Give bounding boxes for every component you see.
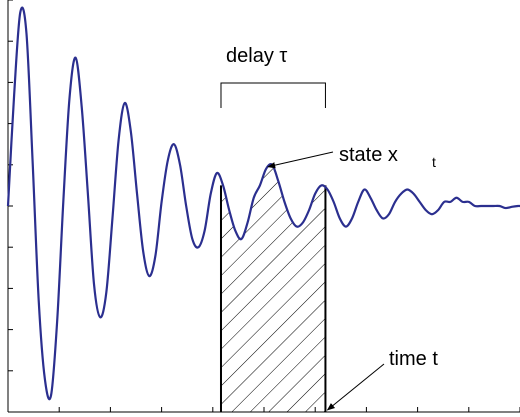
time-annotation: time t [326, 348, 438, 411]
bracket-line [220, 82, 326, 108]
delay-bracket [220, 82, 326, 108]
time-arrow [326, 363, 385, 411]
hatched-fill [220, 164, 326, 412]
delay-window-hatched-region [219, 164, 327, 412]
state-arrow [267, 151, 334, 169]
state-label-subscript: t [432, 154, 436, 170]
time-label: time t [389, 348, 438, 370]
signal-series [6, 6, 520, 401]
delay-label: delay τ [226, 45, 287, 67]
state-label: state x [339, 144, 398, 166]
state-annotation: state x t [267, 144, 436, 170]
series-line [6, 6, 520, 401]
